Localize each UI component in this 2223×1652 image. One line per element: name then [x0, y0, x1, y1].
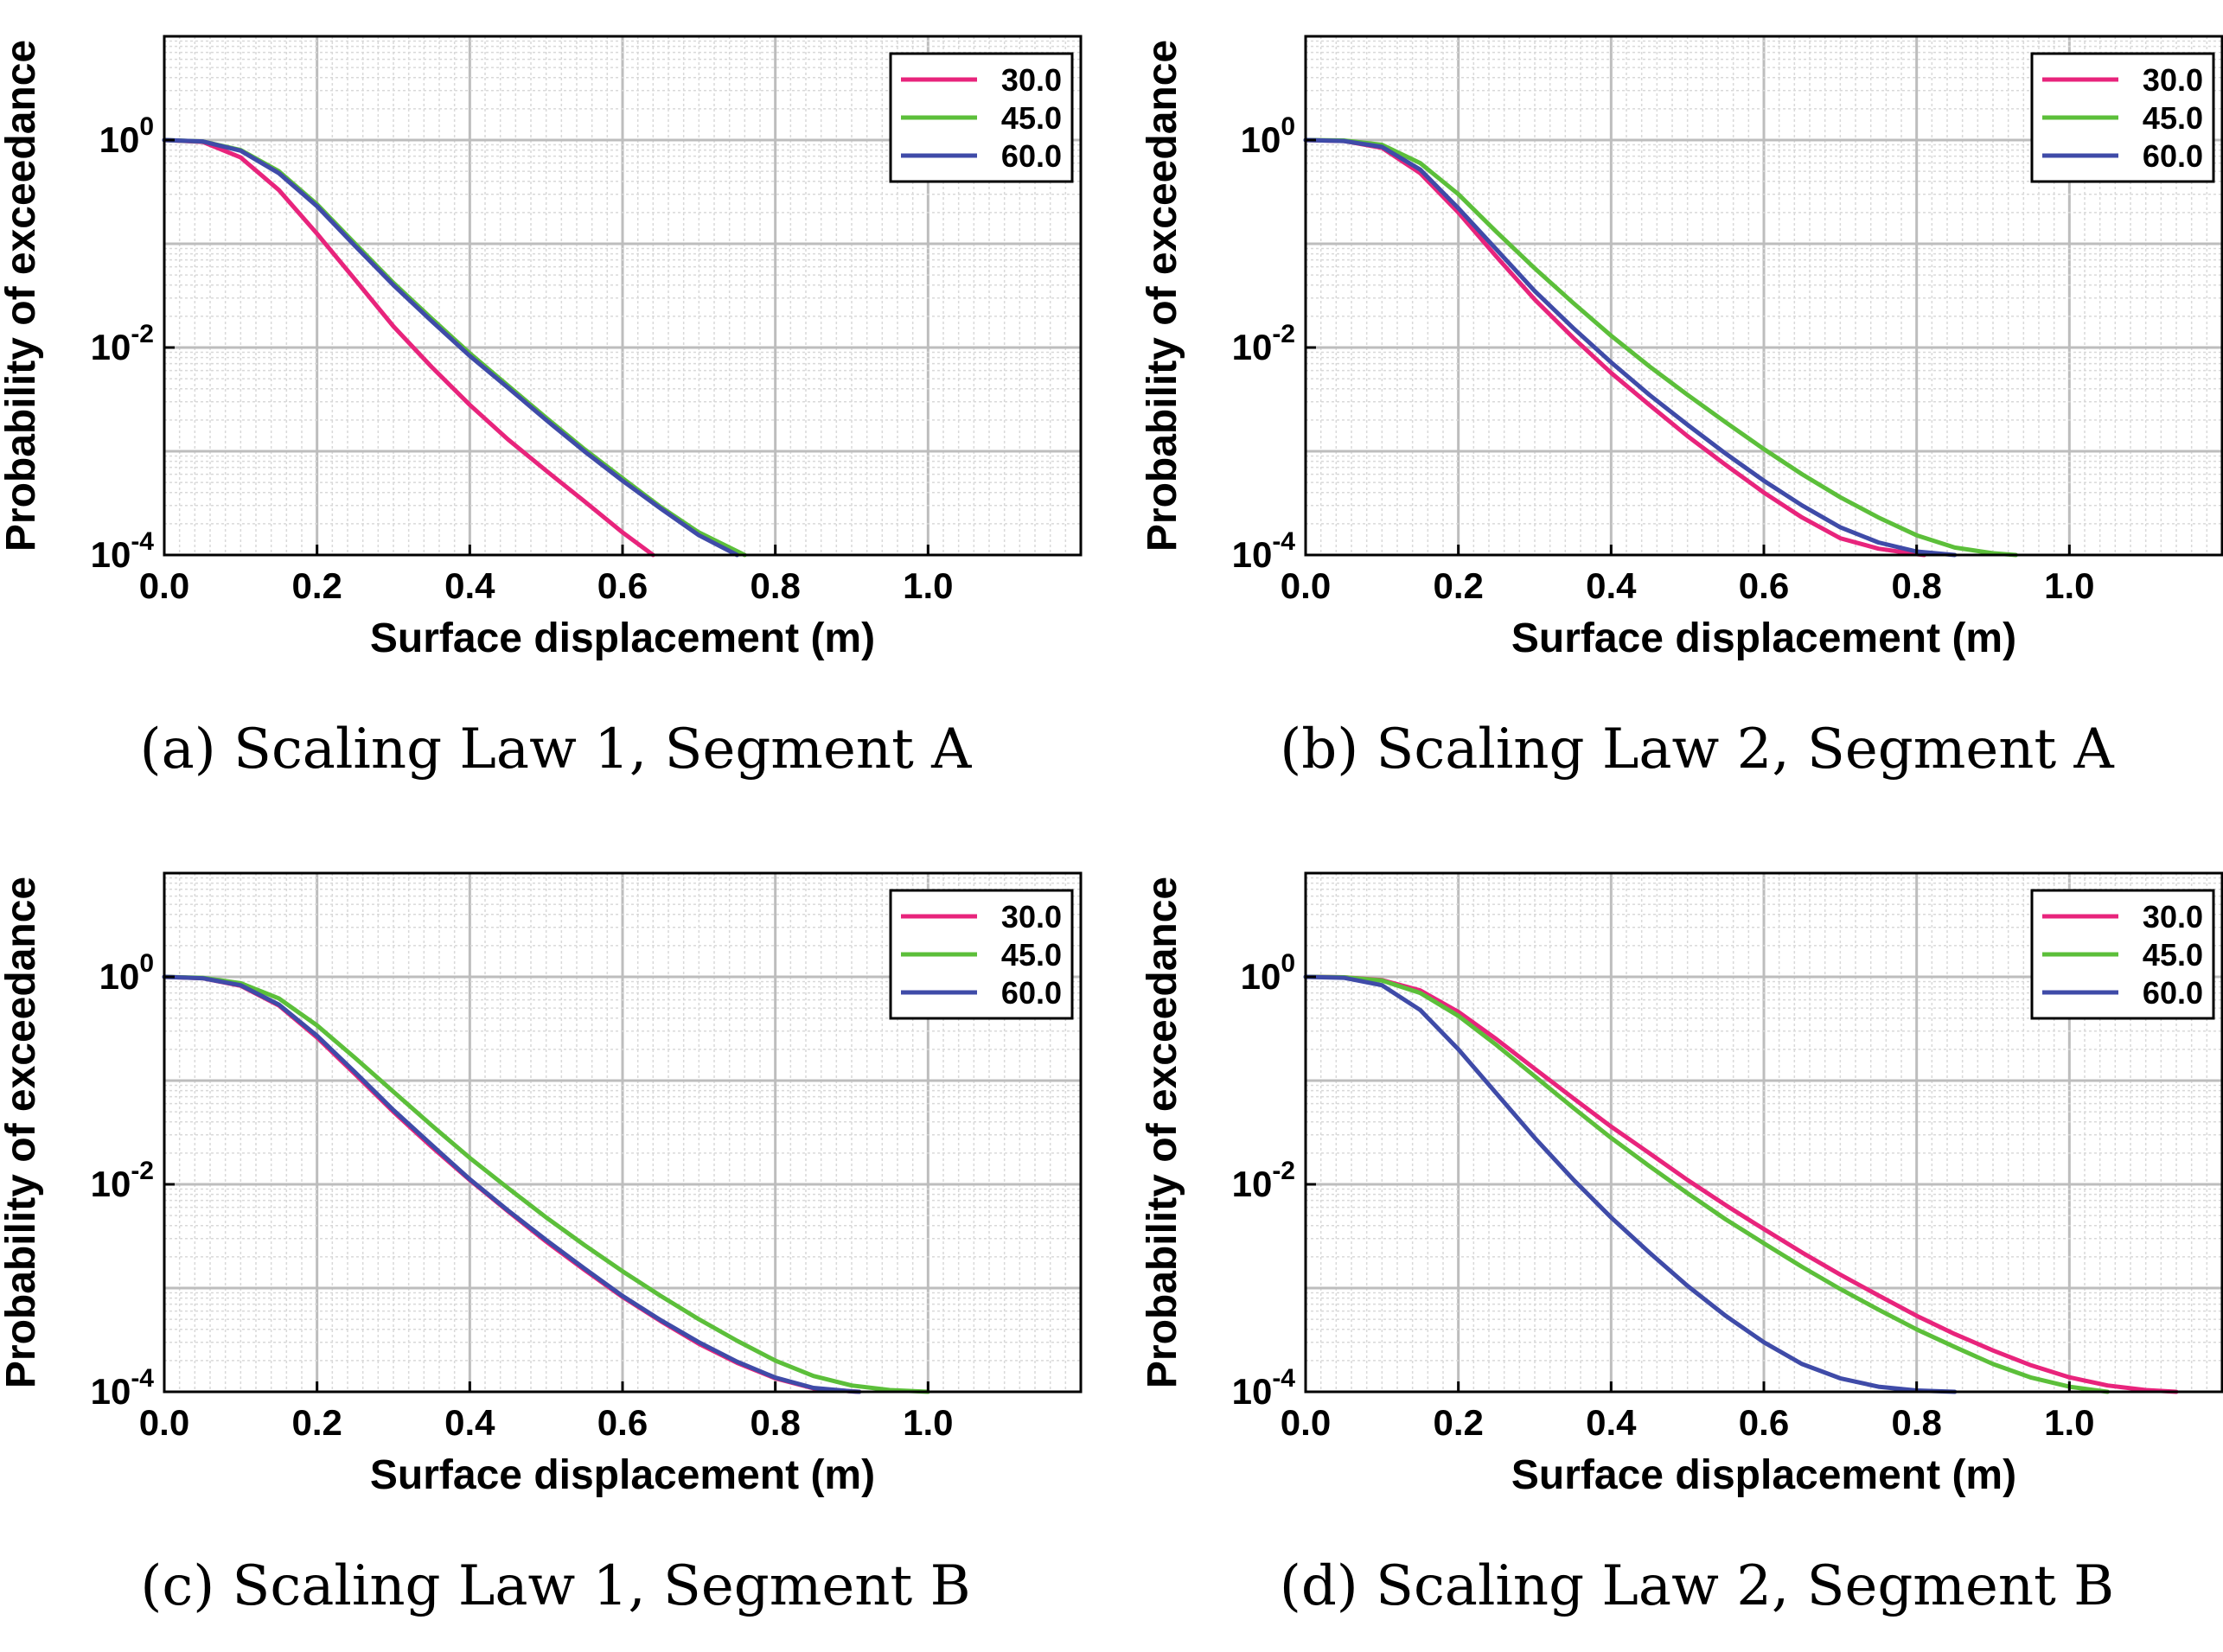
chart-svg: 0.0 0.2 0.4 0.6 0.8 1.0 10-4 10-2 100 Surface dis… — [0, 35, 1083, 661]
x-tick-label: 1.0 — [903, 1402, 953, 1443]
legend-label: 45.0 — [1001, 937, 1062, 973]
series-line-60.0 — [1303, 137, 1958, 558]
panel-caption: (d) Scaling Law 2, Segment B — [1279, 1554, 2115, 1618]
y-tick-label: 10-2 — [91, 320, 154, 367]
x-tick-label: 0.6 — [597, 565, 648, 606]
series-line-45.0 — [1303, 974, 2110, 1394]
chart-svg: 0.0 0.2 0.4 0.6 0.8 1.0 10-4 10-2 100 Surface dis… — [1140, 871, 2223, 1498]
y-tick-label: 10-4 — [1232, 1364, 1296, 1412]
chart-panel-3: 0.0 0.2 0.4 0.6 0.8 1.0 10-4 10-2 100 Surface dis… — [0, 837, 1111, 1652]
y-grid — [164, 877, 1081, 1362]
x-tick-label: 0.0 — [139, 1402, 189, 1443]
y-axis-label: Probability of exceedance — [1140, 40, 1185, 552]
y-tick-label: 10-4 — [91, 1364, 155, 1412]
x-tick-label: 0.2 — [291, 1402, 342, 1443]
x-tick-label: 0.2 — [1433, 1402, 1483, 1443]
x-tick-label: 0.8 — [1891, 565, 1941, 606]
series-group — [162, 974, 930, 1394]
x-tick-label: 0.4 — [1586, 1402, 1637, 1443]
y-grid — [1306, 877, 2222, 1362]
x-tick-label: 0.6 — [1739, 1402, 1789, 1443]
x-tick-label: 1.0 — [2044, 565, 2094, 606]
legend-label: 30.0 — [1001, 899, 1062, 934]
legend-label: 45.0 — [1001, 100, 1062, 136]
x-tick-label: 0.6 — [1739, 565, 1789, 606]
x-tick-label: 0.8 — [750, 1402, 800, 1443]
chart-panel-1: 0.0 0.2 0.4 0.6 0.8 1.0 10-4 10-2 100 Surface dis… — [0, 0, 1111, 815]
x-tick-label: 0.8 — [1891, 1402, 1941, 1443]
y-tick-label: 100 — [99, 112, 154, 160]
panel-caption: (b) Scaling Law 2, Segment A — [1280, 718, 2114, 781]
legend-label: 30.0 — [1001, 62, 1062, 98]
x-axis-label: Surface displacement (m) — [1511, 1452, 2016, 1498]
legend-label: 45.0 — [2143, 100, 2203, 136]
chart-panel-2: 0.0 0.2 0.4 0.6 0.8 1.0 10-4 10-2 100 Surface dis… — [1140, 0, 2223, 815]
y-tick-label: 100 — [1241, 949, 1295, 997]
y-tick-label: 100 — [1241, 112, 1295, 160]
y-tick-label: 10-4 — [1232, 527, 1296, 575]
legend-label: 60.0 — [1001, 975, 1062, 1011]
legend-label: 45.0 — [2143, 937, 2203, 973]
x-tick-label: 0.0 — [1281, 1402, 1331, 1443]
legend-label: 60.0 — [2143, 138, 2203, 174]
y-tick-label: 10-4 — [91, 527, 155, 575]
legend: 30.045.060.0 — [2030, 52, 2215, 183]
x-tick-label: 0.2 — [291, 565, 342, 606]
series-line-30.0 — [1303, 137, 1926, 558]
series-line-45.0 — [162, 974, 930, 1394]
series-line-60.0 — [162, 974, 862, 1394]
series-group — [1303, 137, 2018, 558]
x-tick-label: 0.2 — [1433, 565, 1483, 606]
x-tick-label: 0.0 — [139, 565, 189, 606]
x-axis-label: Surface displacement (m) — [1511, 616, 2016, 661]
legend-label: 30.0 — [2143, 899, 2203, 934]
series-line-60.0 — [162, 137, 739, 558]
series-group — [162, 137, 747, 558]
y-axis-label: Probability of exceedance — [0, 40, 44, 552]
x-tick-label: 0.4 — [1586, 565, 1637, 606]
series-line-30.0 — [162, 137, 655, 558]
x-tick-label: 0.4 — [444, 1402, 495, 1443]
chart-svg: 0.0 0.2 0.4 0.6 0.8 1.0 10-4 10-2 100 Surface dis… — [0, 871, 1083, 1498]
x-axis-label: Surface displacement (m) — [370, 1452, 875, 1498]
x-tick-label: 0.0 — [1281, 565, 1331, 606]
legend-label: 60.0 — [1001, 138, 1062, 174]
y-grid — [164, 40, 1081, 525]
panel-caption: (a) Scaling Law 1, Segment A — [139, 718, 972, 781]
x-tick-label: 0.4 — [444, 565, 495, 606]
x-grid — [1319, 873, 2208, 1392]
x-tick-label: 0.8 — [750, 565, 800, 606]
y-axis-label: Probability of exceedance — [0, 877, 44, 1388]
y-tick-label: 10-2 — [91, 1157, 154, 1204]
y-tick-label: 100 — [99, 949, 154, 997]
legend: 30.045.060.0 — [889, 889, 1074, 1020]
legend: 30.045.060.0 — [889, 52, 1074, 183]
series-line-30.0 — [1303, 974, 2179, 1394]
x-tick-label: 0.6 — [597, 1402, 648, 1443]
chart-svg: 0.0 0.2 0.4 0.6 0.8 1.0 10-4 10-2 100 Surface dis… — [1140, 35, 2223, 661]
series-group — [1303, 974, 2179, 1394]
series-line-60.0 — [1303, 974, 1958, 1394]
x-tick-label: 1.0 — [2044, 1402, 2094, 1443]
legend-label: 60.0 — [2143, 975, 2203, 1011]
legend-label: 30.0 — [2143, 62, 2203, 98]
x-tick-label: 1.0 — [903, 565, 953, 606]
y-tick-label: 10-2 — [1232, 320, 1295, 367]
y-axis-label: Probability of exceedance — [1140, 877, 1185, 1388]
x-axis-label: Surface displacement (m) — [370, 616, 875, 661]
chart-panel-4: 0.0 0.2 0.4 0.6 0.8 1.0 10-4 10-2 100 Surface dis… — [1140, 837, 2223, 1652]
y-tick-label: 10-2 — [1232, 1157, 1295, 1204]
panel-caption: (c) Scaling Law 1, Segment B — [140, 1554, 971, 1618]
series-line-45.0 — [1303, 137, 2018, 558]
legend: 30.045.060.0 — [2030, 889, 2215, 1020]
